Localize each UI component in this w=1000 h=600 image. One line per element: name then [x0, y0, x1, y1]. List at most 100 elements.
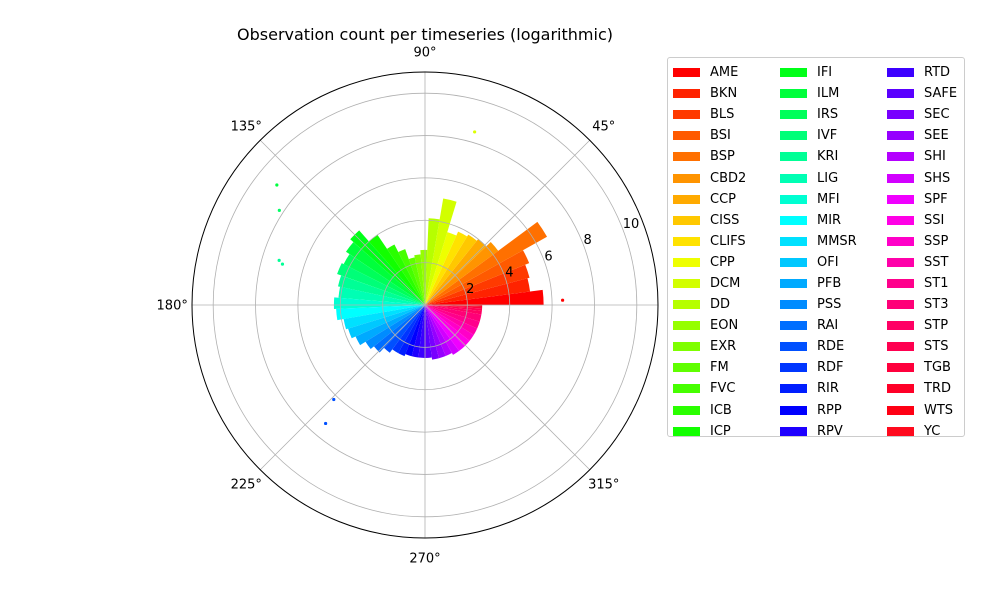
legend-swatch [673, 152, 700, 162]
legend-item: SSI [887, 210, 957, 231]
legend-swatch [673, 215, 700, 225]
legend-item: PSS [780, 294, 857, 315]
legend-item: SHS [887, 167, 957, 188]
legend-label: MMSR [817, 233, 857, 249]
legend-swatch [673, 110, 700, 120]
legend-swatch [780, 278, 807, 288]
legend-item: RAI [780, 315, 857, 336]
legend-swatch [673, 68, 700, 78]
bar-safe [425, 305, 432, 358]
legend-swatch [887, 300, 914, 310]
legend-item: RDE [780, 336, 857, 357]
legend-swatch [887, 278, 914, 288]
legend-label: DD [710, 297, 731, 313]
bar-mfi [333, 297, 425, 309]
angular-gridline [259, 139, 426, 306]
legend-label: YC [924, 423, 941, 439]
bar-ssi [425, 305, 470, 347]
bar-st1 [425, 305, 480, 329]
legend-item: YC [887, 421, 957, 442]
legend-swatch [780, 321, 807, 331]
legend-swatch [887, 342, 914, 352]
bar-rpv [411, 305, 425, 358]
legend-label: ILM [817, 86, 840, 102]
legend-swatch [673, 342, 700, 352]
bar-pss [365, 305, 425, 349]
bar-bsi [425, 250, 530, 305]
legend-label: CISS [710, 212, 740, 228]
legend-label: BSP [710, 149, 735, 165]
legend-swatch [887, 173, 914, 183]
legend-item: STS [887, 336, 957, 357]
legend-item: AME [673, 62, 746, 83]
legend-swatch [673, 173, 700, 183]
legend-label: SSP [924, 233, 949, 249]
legend-item: ICP [673, 421, 746, 442]
legend-item: TGB [887, 357, 957, 378]
legend-swatch [780, 89, 807, 99]
bar-dcm [425, 198, 457, 305]
bar-shi [425, 305, 452, 357]
legend-label: PFB [817, 275, 842, 291]
legend-item: FVC [673, 378, 746, 399]
bar-cpp [425, 232, 457, 305]
bar-rai [373, 305, 425, 353]
legend-label: KRI [817, 149, 839, 165]
angular-gridline [424, 304, 591, 471]
legend-swatch [780, 68, 807, 78]
legend-label: BLS [710, 107, 735, 123]
bar-trd [425, 305, 483, 307]
legend-label: MFI [817, 191, 840, 207]
legend-swatch [673, 278, 700, 288]
angle-tick-label: 180° [157, 299, 188, 314]
outlier-point [280, 262, 285, 266]
legend-item: BSI [673, 125, 746, 146]
legend-item: MIR [780, 210, 857, 231]
bar-see [425, 305, 446, 359]
legend-item: STP [887, 315, 957, 336]
legend-label: RPP [817, 402, 842, 418]
legend-item: RPP [780, 400, 857, 421]
legend-item: ILM [780, 83, 857, 104]
legend-swatch [780, 173, 807, 183]
legend-item: SEE [887, 125, 957, 146]
bar-sst [425, 305, 478, 335]
bar-eon [420, 249, 428, 305]
legend-swatch [780, 152, 807, 162]
legend-label: IVF [817, 128, 838, 144]
legend-label: IRS [817, 107, 839, 123]
legend-item: MMSR [780, 231, 857, 252]
legend-swatch [887, 405, 914, 415]
legend-label: TGB [924, 360, 951, 376]
bar-icp [368, 234, 425, 305]
legend-item: SST [887, 252, 957, 273]
legend-label: SHI [924, 149, 946, 165]
angle-tick-label: 90° [413, 46, 436, 61]
legend-label: ST1 [924, 275, 949, 291]
legend-swatch [887, 426, 914, 436]
outlier-point [473, 130, 477, 134]
bar-rpp [405, 305, 425, 357]
legend-item: BLS [673, 104, 746, 125]
legend-label: RAI [817, 318, 839, 334]
legend-label: SAFE [924, 86, 958, 102]
legend-label: LIG [817, 170, 839, 186]
legend-label: EXR [710, 339, 737, 355]
legend-swatch [887, 215, 914, 225]
bar-rde [384, 305, 425, 353]
outlier-point [332, 397, 336, 402]
bar-stp [425, 305, 482, 315]
legend-label: WTS [924, 402, 954, 418]
legend-item: IVF [780, 125, 857, 146]
bar-bsp [425, 221, 548, 305]
bar-spf [425, 305, 465, 351]
legend-item: TRD [887, 378, 957, 399]
bar-shs [425, 305, 460, 355]
legend-swatch [673, 236, 700, 246]
angle-tick-label: 315° [588, 477, 619, 492]
bar-kri [338, 275, 425, 305]
legend-label: DCM [710, 275, 741, 291]
legend-label: FM [710, 360, 729, 376]
bar-pfb [355, 305, 425, 346]
legend-swatch [673, 257, 700, 267]
